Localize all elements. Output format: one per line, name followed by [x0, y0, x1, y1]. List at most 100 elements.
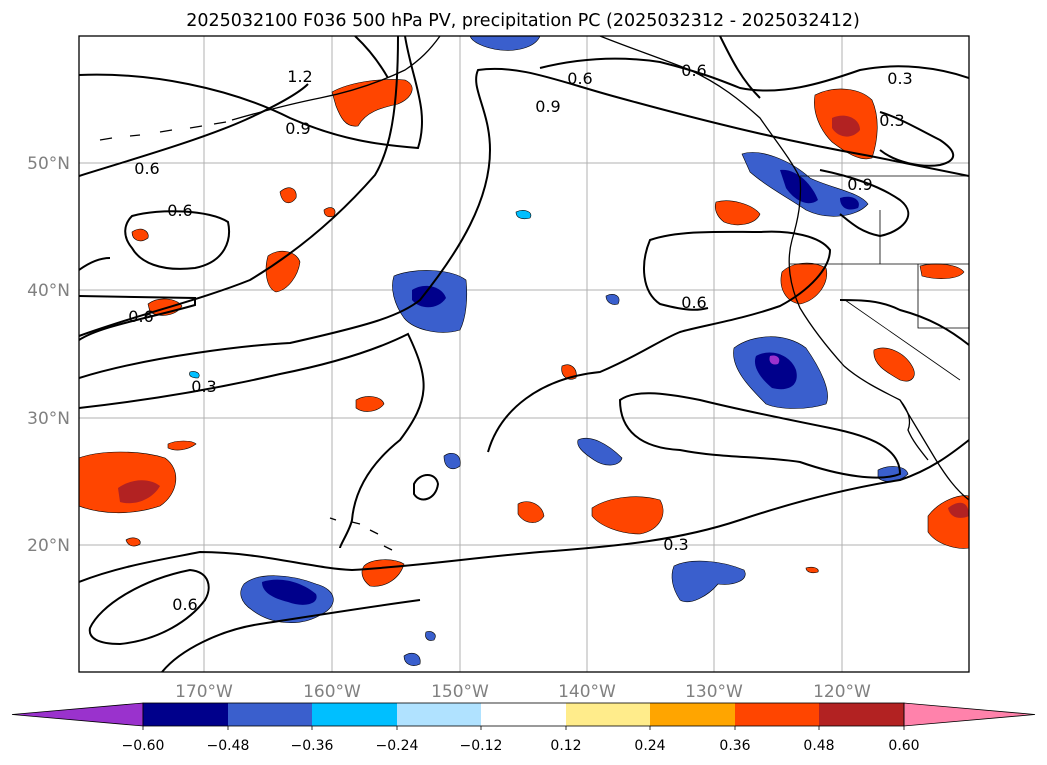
coastlines: [99, 36, 969, 551]
colorbar-cell: [312, 703, 397, 726]
map-panel: 1.2 0.6 0.9 0.6 0.6 0.9 0.6 0.6 0.3 0.3 …: [78, 35, 970, 673]
map-frame: [78, 35, 970, 673]
colorbar-extend-min: [11, 702, 144, 727]
colorbar: −0.60 −0.48 −0.36 −0.24 −0.12 0.12 0.24 …: [11, 702, 1036, 754]
precip-positive-area: [517, 501, 545, 523]
lat-label: 30°N: [27, 409, 70, 429]
islands-aleutian: [99, 121, 227, 141]
precip-positive-area: [355, 396, 385, 412]
lon-label: 140°W: [558, 682, 616, 702]
pv-contour: [124, 210, 230, 270]
precip-negative-area: [443, 453, 461, 469]
lon-label: 160°W: [303, 682, 361, 702]
precip-positive-area: [805, 566, 819, 574]
colorbar-tick-label: −0.36: [291, 738, 334, 754]
pv-contour: [79, 36, 399, 337]
contour-label: 0.6: [681, 61, 706, 80]
lat-label: 20°N: [27, 536, 70, 556]
islands-hawaii: [329, 517, 393, 551]
precip-shading: [79, 36, 969, 666]
pv-contour: [618, 392, 902, 479]
gridlines: [79, 36, 969, 672]
precip-positive-area: [561, 364, 577, 380]
precip-negative-area: [515, 210, 532, 220]
pv-contour: [819, 169, 910, 238]
pv-contour: [79, 439, 969, 583]
colorbar-cell: [566, 703, 650, 726]
contour-label: 0.9: [285, 119, 310, 138]
colorbar-cell: [735, 703, 819, 726]
precip-negative-area: [577, 438, 623, 466]
colorbar-tick-label: 0.24: [634, 738, 665, 754]
precip-positive-area: [331, 79, 413, 127]
precip-positive-area: [780, 262, 828, 305]
figure-title: 2025032100 F036 500 hPa PV, precipitatio…: [186, 11, 860, 31]
map-background: [79, 36, 969, 672]
colorbar-cell: [481, 703, 566, 726]
lon-label: 130°W: [685, 682, 743, 702]
pv-contour: [79, 36, 423, 150]
precip-negative-area: [469, 36, 541, 51]
precip-negative-area: [605, 294, 620, 305]
colorbar-cell: [397, 703, 481, 726]
pv-contour: [879, 111, 955, 167]
pv-contour: [539, 57, 969, 92]
precip-negative-area: [769, 355, 780, 365]
colorbar-tick-label: −0.24: [376, 738, 419, 754]
contour-label: 0.6: [172, 595, 197, 614]
pv-contour: [413, 474, 440, 501]
contour-label: 0.6: [128, 307, 153, 326]
pv-contour: [79, 257, 111, 271]
pv-contour: [79, 295, 196, 341]
colorbar-cell: [143, 703, 228, 726]
pv-contour: [79, 67, 969, 379]
pv-contour: [79, 332, 425, 549]
precip-positive-area: [948, 502, 969, 518]
colorbar-cell: [819, 703, 904, 726]
pv-contour: [161, 599, 421, 672]
contour-label: 0.9: [847, 175, 872, 194]
colorbar-cell: [228, 703, 312, 726]
colorbar-cell: [650, 703, 735, 726]
precip-positive-area: [832, 115, 860, 137]
pv-contour: [88, 568, 210, 646]
precip-positive-area: [279, 187, 297, 204]
precip-positive-area: [323, 207, 336, 218]
lat-label: 50°N: [27, 154, 70, 174]
precip-positive-area: [131, 228, 149, 242]
precip-positive-area: [591, 496, 664, 535]
colorbar-outline: [142, 702, 905, 727]
coastline-alaska: [231, 36, 441, 121]
precip-negative-area: [425, 631, 436, 641]
precip-negative-area: [403, 652, 421, 666]
colorbar-extend-max: [903, 702, 1036, 727]
contour-label: 0.3: [663, 535, 688, 554]
colorbar-tick-label: −0.60: [122, 738, 165, 754]
border-states: [790, 210, 969, 381]
precip-positive-area: [167, 440, 197, 451]
precip-positive-area: [79, 451, 177, 514]
lon-label: 170°W: [175, 682, 233, 702]
colorbar-tick-label: −0.48: [207, 738, 250, 754]
lon-label: 150°W: [431, 682, 489, 702]
precip-negative-area: [189, 371, 200, 379]
contour-label: 0.6: [567, 69, 592, 88]
precip-negative-area: [754, 352, 797, 390]
contour-label: 0.6: [134, 159, 159, 178]
contour-label: 0.3: [191, 377, 216, 396]
latitude-labels: 50°N 40°N 30°N 20°N: [27, 154, 70, 556]
lat-label: 40°N: [27, 281, 70, 301]
contour-label: 0.6: [681, 293, 706, 312]
pv-contour: [719, 36, 761, 99]
contour-label: 0.6: [167, 201, 192, 220]
colorbar-tick-label: 0.60: [888, 738, 919, 754]
longitude-labels: 170°W 160°W 150°W 140°W 130°W 120°W: [175, 682, 871, 702]
precip-negative-area: [840, 196, 859, 210]
colorbar-tick-labels: −0.60 −0.48 −0.36 −0.24 −0.12 0.12 0.24 …: [122, 738, 920, 754]
precip-positive-area: [714, 200, 761, 226]
precip-positive-area: [118, 480, 160, 504]
colorbar-tick-label: 0.36: [719, 738, 750, 754]
pv-contour: [79, 83, 309, 177]
contour-label: 0.3: [887, 69, 912, 88]
